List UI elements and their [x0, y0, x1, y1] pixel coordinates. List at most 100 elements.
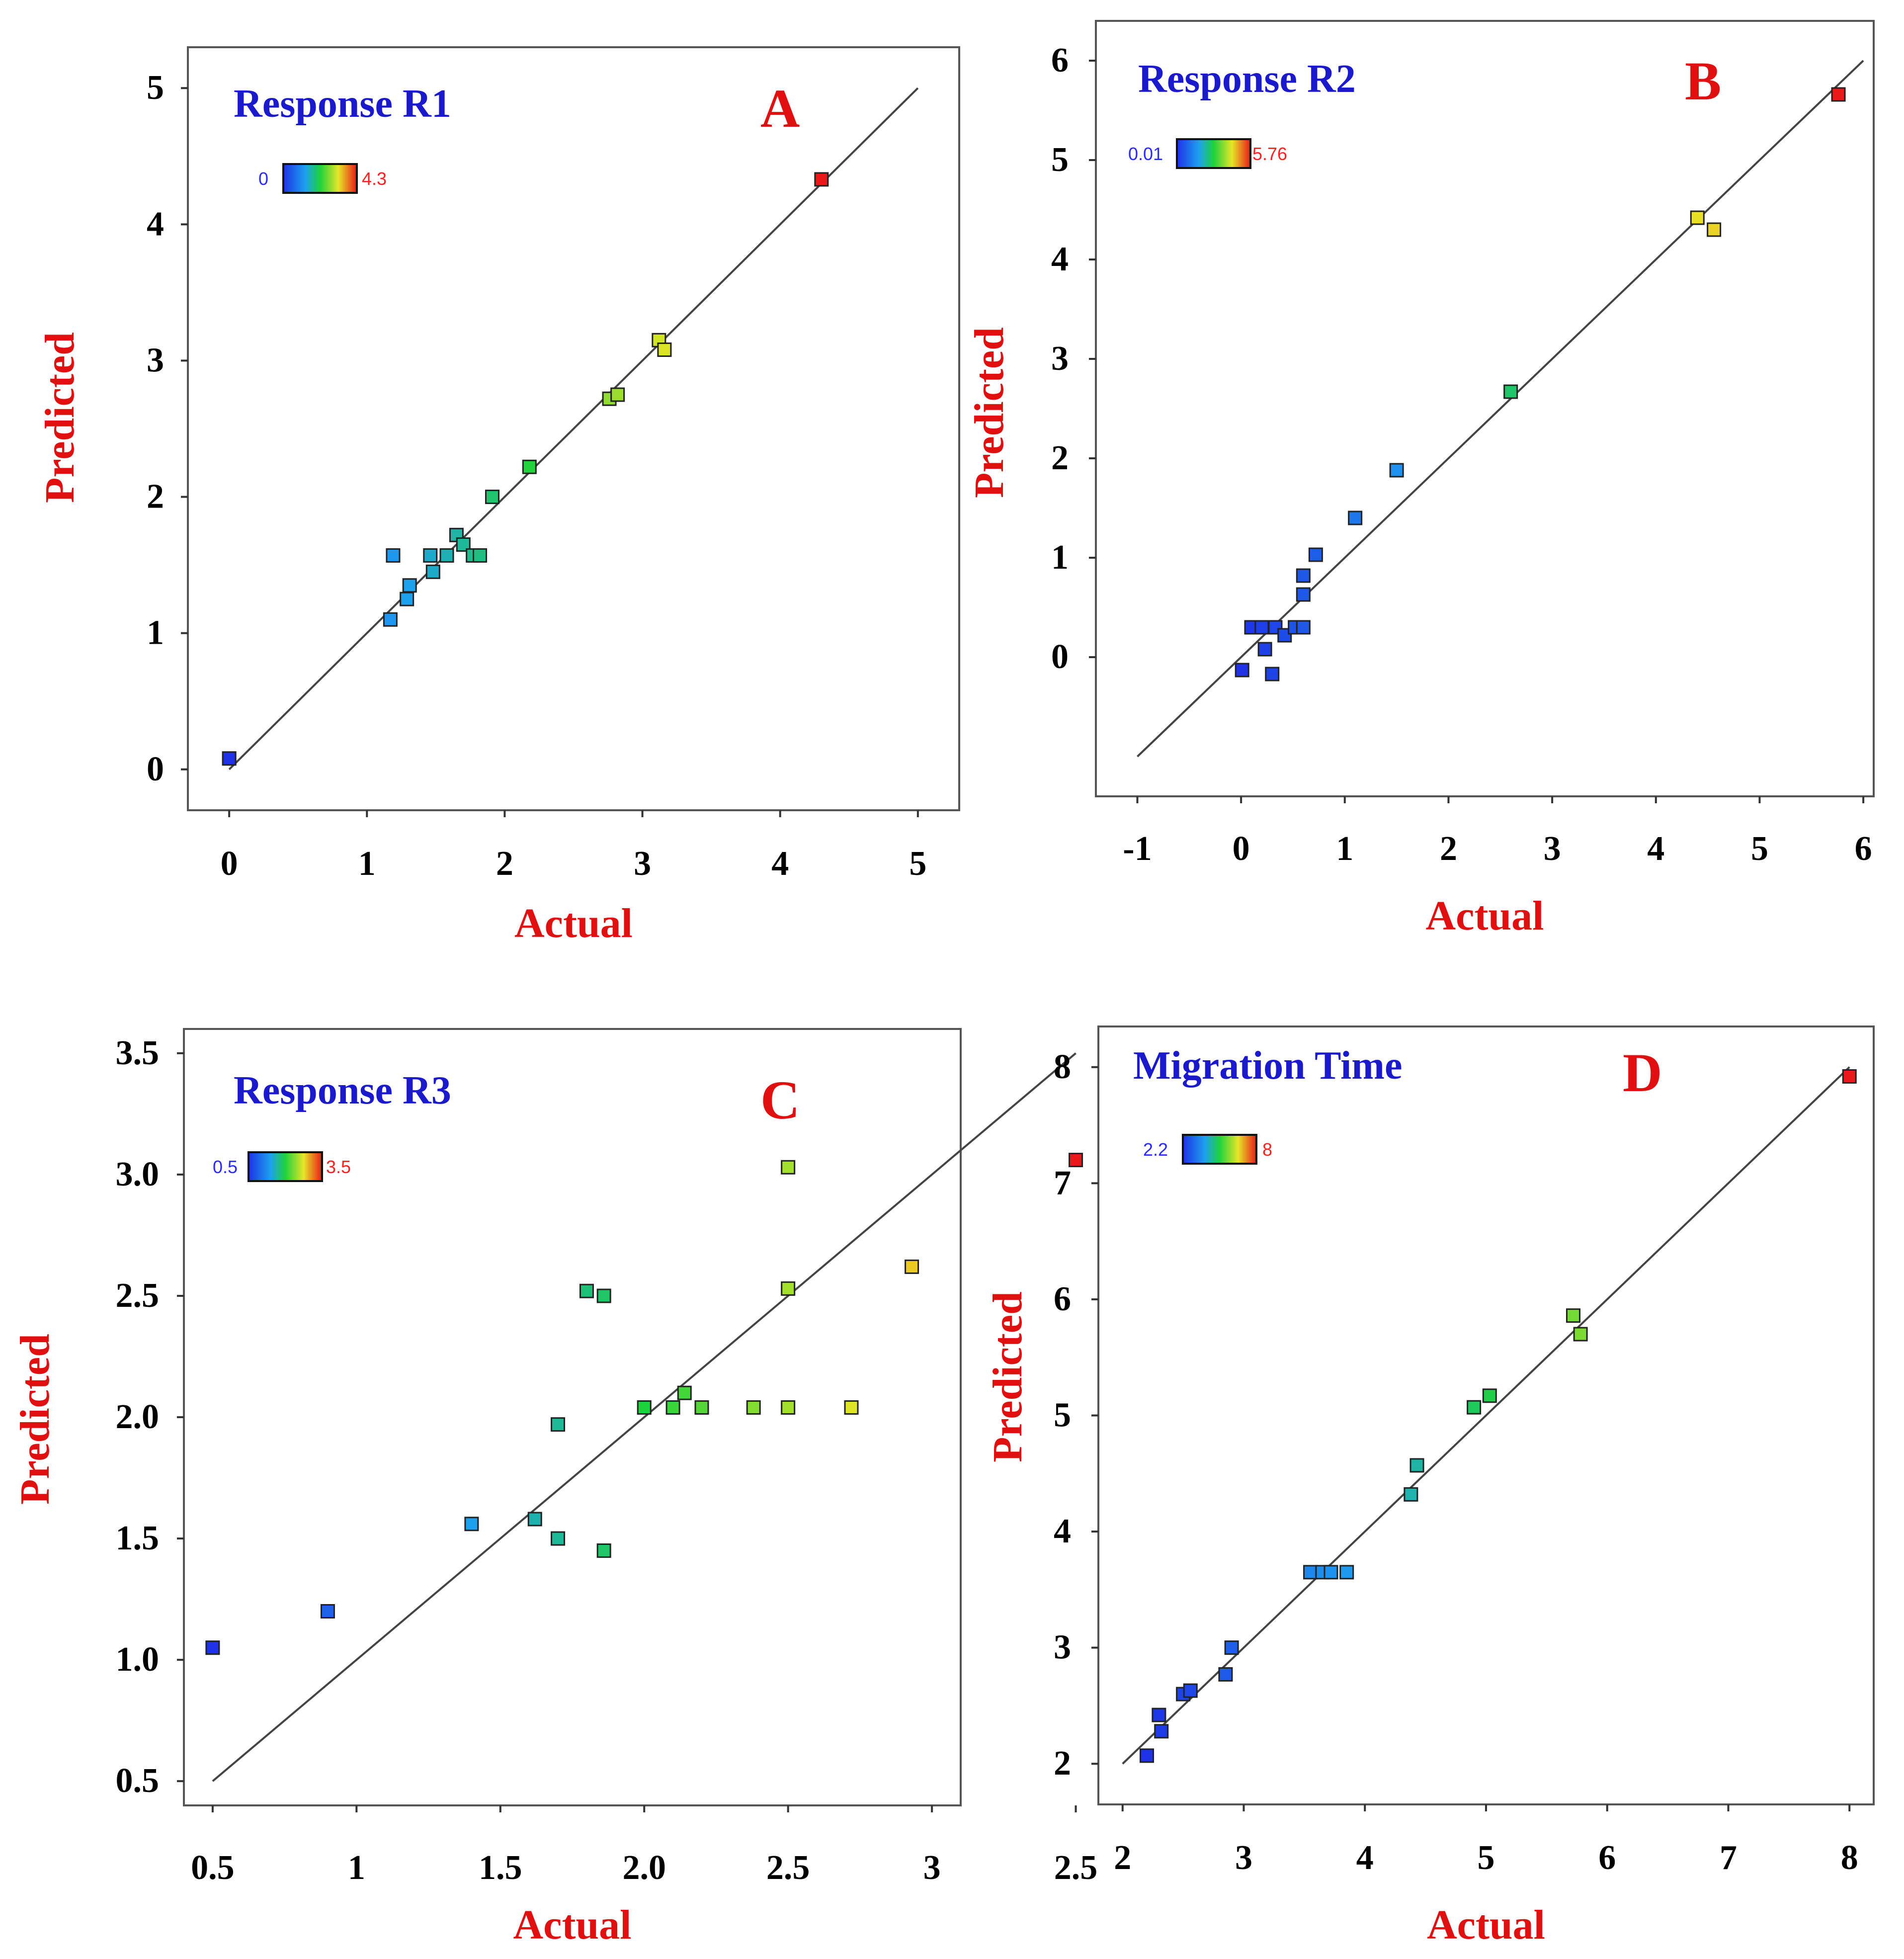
diagonal-line: [212, 1052, 1076, 1782]
panel-title: Response R1: [234, 82, 451, 126]
y-axis-label: Predicted: [12, 1334, 58, 1505]
y-tick-label: 8: [1054, 1048, 1071, 1086]
data-point: [1409, 1458, 1424, 1473]
panel-title: Response R2: [1138, 57, 1356, 101]
x-tick-label: 7: [1720, 1839, 1737, 1877]
y-tick-label: 0: [1051, 638, 1069, 676]
color-scale-bar: [1182, 1134, 1257, 1165]
color-scale-max-label: 4.3: [362, 169, 387, 189]
y-tick-label: 3: [1051, 340, 1069, 378]
y-tick-label: 4: [147, 205, 164, 243]
data-point: [905, 1259, 919, 1274]
diagonal-line: [1122, 1066, 1850, 1765]
data-point: [1831, 87, 1846, 102]
data-point: [1140, 1748, 1154, 1763]
data-point: [551, 1417, 566, 1432]
x-tick-label: 4: [771, 845, 789, 883]
data-point: [439, 548, 454, 563]
y-tick-label: 4: [1054, 1512, 1071, 1550]
color-scale-max-label: 5.76: [1252, 144, 1287, 164]
data-point: [596, 1543, 611, 1558]
color-scale-max-label: 8: [1262, 1139, 1272, 1160]
data-point: [844, 1400, 859, 1415]
y-tick-label: 4: [1051, 240, 1069, 278]
data-point: [814, 172, 829, 187]
data-point: [1257, 642, 1272, 657]
data-point: [1296, 568, 1311, 583]
x-tick-label: 3: [923, 1849, 941, 1887]
color-scale-bar: [1176, 138, 1251, 169]
data-point: [320, 1604, 335, 1618]
x-tick-label: 8: [1841, 1839, 1858, 1877]
data-point: [400, 592, 414, 606]
data-point: [464, 1517, 479, 1532]
data-point: [781, 1281, 796, 1296]
x-tick-label: 2.5: [766, 1849, 810, 1887]
data-point: [402, 578, 417, 593]
y-tick-label: 3.0: [116, 1155, 160, 1193]
data-point: [383, 612, 398, 627]
data-point: [1573, 1327, 1588, 1342]
data-point: [551, 1531, 566, 1546]
x-tick-label: -1: [1123, 830, 1152, 868]
data-point: [205, 1640, 220, 1655]
panel-letter: B: [1685, 51, 1721, 111]
data-point: [1154, 1724, 1169, 1739]
data-point: [1069, 1153, 1083, 1168]
data-point: [1566, 1308, 1580, 1323]
data-point: [1503, 384, 1518, 399]
data-point: [1265, 667, 1280, 681]
data-point: [1842, 1069, 1857, 1084]
data-point: [485, 490, 499, 505]
data-point: [657, 342, 672, 357]
x-tick-label: 5: [1478, 1839, 1495, 1877]
x-tick-label: 4: [1356, 1839, 1374, 1877]
y-tick-label: 2: [1054, 1744, 1071, 1783]
x-tick-label: 0: [1233, 830, 1250, 868]
x-axis-label: Actual: [1426, 893, 1544, 939]
x-tick-label: 2: [496, 845, 513, 883]
y-tick-label: 5: [147, 69, 164, 107]
color-scale-min-label: 0.01: [1128, 144, 1163, 164]
data-point: [1218, 1667, 1233, 1682]
data-point: [1303, 1565, 1318, 1580]
x-tick-label: 3: [634, 845, 651, 883]
y-tick-label: 2.0: [116, 1398, 160, 1436]
x-tick-label: 2: [1114, 1839, 1131, 1877]
data-point: [1235, 663, 1249, 678]
panel-title: Migration Time: [1133, 1044, 1402, 1088]
data-point: [665, 1400, 680, 1415]
x-tick-label: 2.0: [622, 1849, 666, 1887]
y-tick-label: 7: [1054, 1164, 1071, 1202]
color-scale-bar: [248, 1151, 323, 1182]
diagonal-line: [1137, 60, 1864, 758]
data-point: [527, 1512, 542, 1527]
x-tick-label: 5: [909, 845, 926, 883]
data-point: [386, 548, 401, 563]
x-tick-label: 6: [1855, 830, 1872, 868]
data-point: [1296, 620, 1311, 635]
y-tick-label: 0.5: [116, 1762, 160, 1800]
x-tick-label: 1: [358, 845, 376, 883]
data-point: [781, 1160, 796, 1175]
data-point: [1152, 1707, 1166, 1722]
x-axis-label: Actual: [514, 900, 633, 946]
x-tick-label: 1: [1336, 830, 1353, 868]
data-point: [1339, 1565, 1354, 1580]
data-point: [610, 387, 625, 402]
data-point: [746, 1400, 761, 1415]
data-point: [1296, 587, 1311, 602]
y-tick-label: 2: [147, 478, 164, 516]
x-tick-label: 0: [221, 845, 238, 883]
data-point: [1482, 1388, 1497, 1403]
x-tick-label: 5: [1751, 830, 1768, 868]
x-tick-label: 6: [1598, 1839, 1616, 1877]
x-tick-label: 0.5: [191, 1849, 235, 1887]
data-point: [579, 1283, 594, 1298]
data-point: [1277, 628, 1292, 643]
panel-title: Response R3: [234, 1069, 451, 1112]
data-point: [694, 1400, 709, 1415]
y-axis-label: Predicted: [985, 1291, 1031, 1462]
y-tick-label: 1: [1051, 538, 1069, 577]
